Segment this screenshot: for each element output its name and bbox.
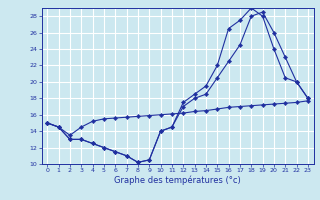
- X-axis label: Graphe des températures (°c): Graphe des températures (°c): [114, 176, 241, 185]
